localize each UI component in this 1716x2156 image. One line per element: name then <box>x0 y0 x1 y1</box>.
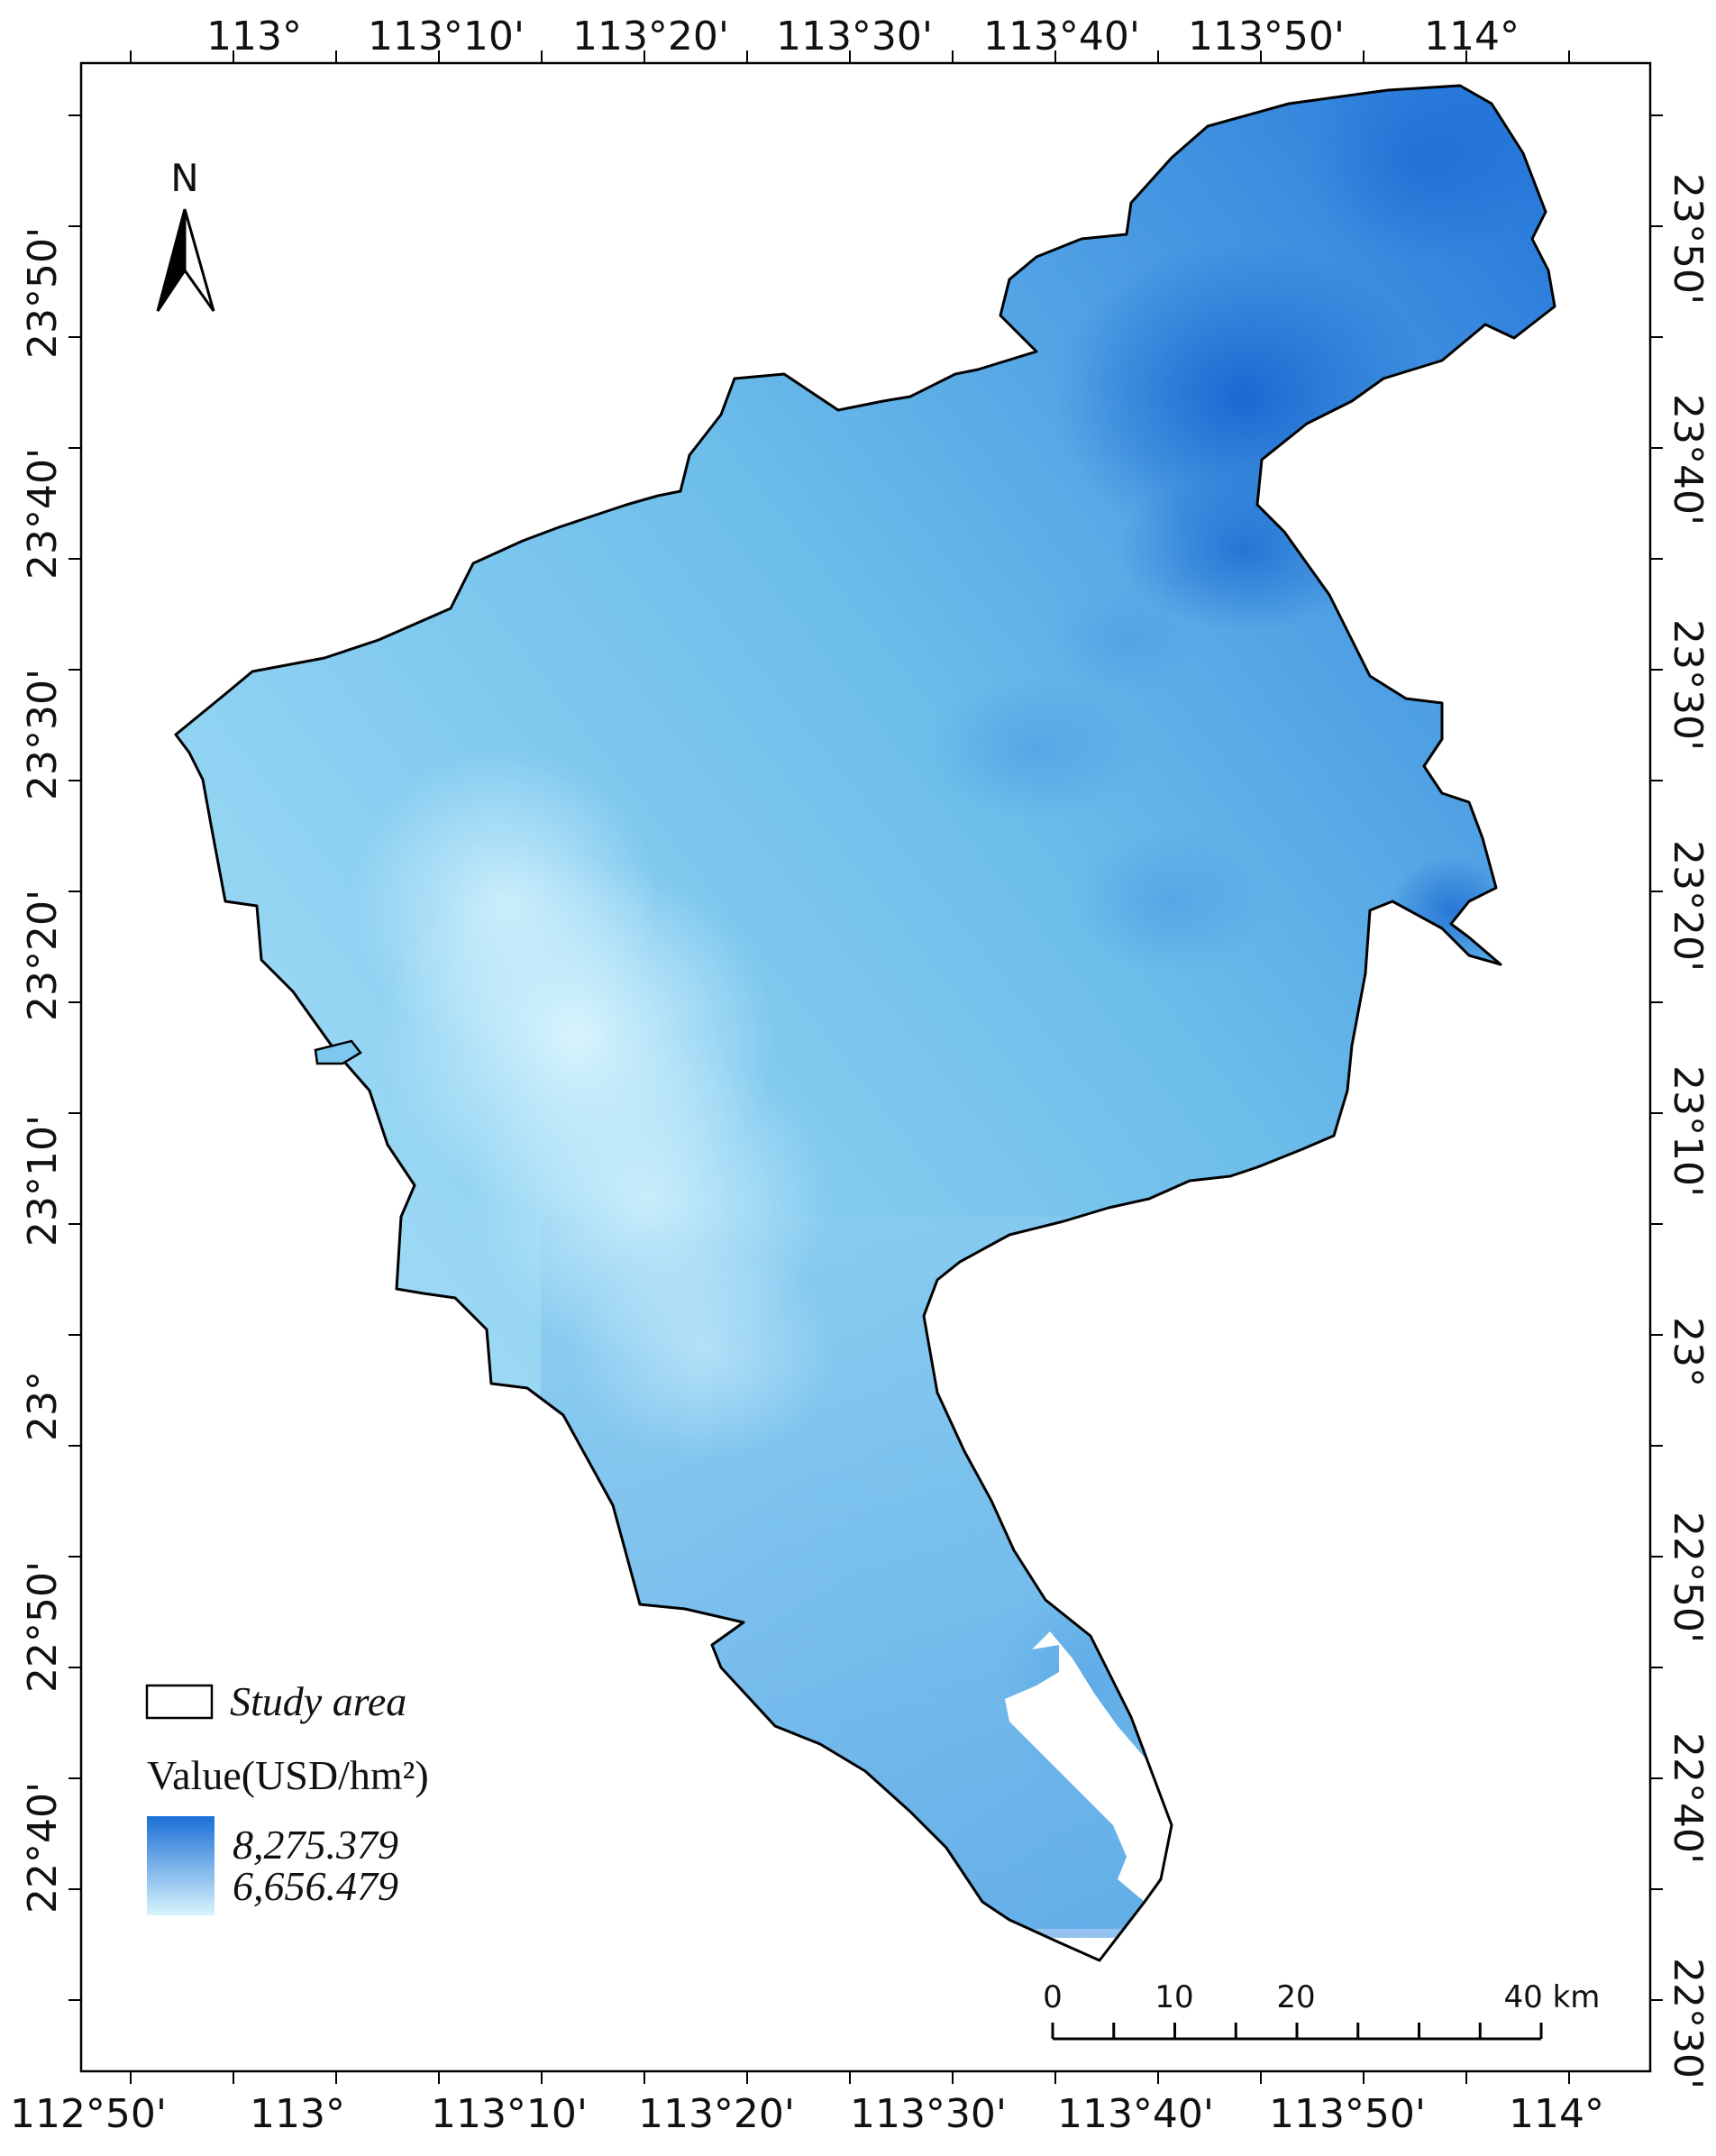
right-lat-label: 23°20' <box>1665 840 1711 972</box>
left-lat-label: 23°40' <box>20 448 66 580</box>
right-lat-label: 23°30' <box>1665 619 1711 751</box>
top-lon-label: 114° <box>1424 14 1520 59</box>
left-lat-label: 23° <box>20 1371 66 1441</box>
map-border <box>79 61 1652 2073</box>
bottom-lon-label: 113°20' <box>638 2091 795 2137</box>
top-lon-label: 113°40' <box>983 14 1140 59</box>
top-lon-label: 113°20' <box>572 14 729 59</box>
north-arrow-icon <box>156 208 215 312</box>
right-latitude-labels: 23°50' 23°40' 23°30' 23°20' 23°10' 23° 2… <box>1665 173 1711 2089</box>
top-lon-label: 113°50' <box>1188 14 1345 59</box>
island-polygon <box>314 1039 362 1065</box>
left-lat-label: 23°30' <box>20 669 66 800</box>
value-legend-title: Value(USD/hm²) <box>147 1752 429 1798</box>
left-lat-label: 23°20' <box>20 890 66 1021</box>
bottom-longitude-labels: 112°50' 113° 113°10' 113°20' 113°30' 113… <box>10 2091 1604 2137</box>
left-lat-label: 23°50' <box>20 227 66 359</box>
right-lat-label: 22°30' <box>1665 1958 1711 2089</box>
right-lat-label: 23°50' <box>1665 173 1711 305</box>
legend-min-label: 6,656.479 <box>233 1863 398 1909</box>
value-color-ramp <box>147 1816 214 1915</box>
bottom-lon-label: 114° <box>1509 2091 1604 2137</box>
study-area-raster <box>174 84 1556 1962</box>
scale-label: 10 <box>1155 1979 1193 2015</box>
study-area-boundary <box>174 84 1556 1962</box>
study-area-legend-label: Study area <box>230 1678 406 1724</box>
left-lat-label: 22°40' <box>20 1782 66 1914</box>
north-label: N <box>170 156 198 200</box>
bottom-lon-label: 113° <box>250 2091 345 2137</box>
top-lon-label: 113° <box>206 14 302 59</box>
legend: Study area Value(USD/hm²) 8,275.379 6,65… <box>145 1678 429 1915</box>
left-lat-label: 22°50' <box>20 1561 66 1693</box>
top-longitude-labels: 113° 113°10' 113°20' 113°30' 113°40' 113… <box>206 14 1520 59</box>
map-frame <box>68 50 1663 2084</box>
top-lon-label: 113°10' <box>368 14 525 59</box>
scale-ticks <box>1051 2023 1543 2039</box>
right-lat-label: 23° <box>1665 1317 1711 1387</box>
bottom-lon-label: 113°40' <box>1057 2091 1214 2137</box>
scale-label: 20 <box>1276 1979 1315 2015</box>
top-lon-label: 113°30' <box>776 14 933 59</box>
legend-max-label: 8,275.379 <box>233 1822 398 1868</box>
right-lat-label: 22°40' <box>1665 1732 1711 1864</box>
right-lat-label: 22°50' <box>1665 1512 1711 1643</box>
study-area-swatch <box>145 1684 214 1720</box>
left-lat-label: 23°10' <box>20 1115 66 1247</box>
frame-ticks <box>68 50 1663 2084</box>
left-latitude-labels: 23°50' 23°40' 23°30' 23°20' 23°10' 23° 2… <box>20 227 66 1914</box>
bottom-lon-label: 112°50' <box>10 2091 167 2137</box>
scale-label: 40 km <box>1504 1979 1601 2015</box>
scale-bar: 0 10 20 40 km <box>1043 1979 1601 2041</box>
scale-label: 0 <box>1043 1979 1063 2015</box>
bottom-lon-label: 113°30' <box>850 2091 1007 2137</box>
right-lat-label: 23°10' <box>1665 1065 1711 1197</box>
bottom-lon-label: 113°50' <box>1269 2091 1426 2137</box>
north-arrow: N <box>156 156 215 312</box>
bottom-lon-label: 113°10' <box>431 2091 588 2137</box>
right-lat-label: 23°40' <box>1665 394 1711 525</box>
